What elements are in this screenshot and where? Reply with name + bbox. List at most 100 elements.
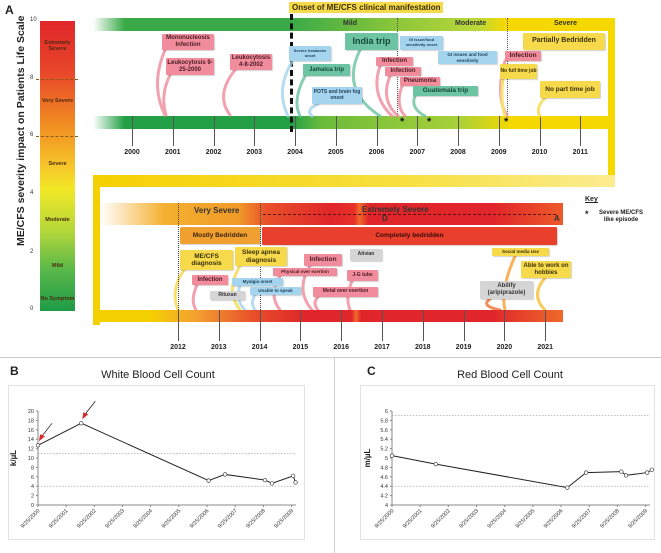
key-title: Key — [585, 196, 598, 203]
event-callout: Mononucleosis Infection — [162, 34, 214, 50]
scale-level: Extremely Severe — [44, 40, 71, 52]
event-callout: ME/CFS diagnosis — [180, 250, 233, 270]
wbc-chart-frame — [8, 385, 305, 540]
data-point — [583, 470, 589, 475]
year-tick — [254, 116, 256, 146]
y-tick-label: 4.8 — [380, 465, 388, 471]
y-tick-label: 5.2 — [380, 447, 388, 453]
data-point — [222, 472, 228, 477]
scale-level: Moderate — [45, 217, 70, 223]
scale-gridline — [36, 79, 78, 80]
x-tick-label: 9/25/2002 — [430, 508, 452, 530]
scale-tick: 4 — [30, 190, 34, 196]
y-tick-label: 12 — [28, 447, 34, 453]
onset-label: Onset of ME/CFS clinical manifestation — [289, 2, 444, 13]
event-callout: GI issue/food sensitivity onset — [400, 36, 443, 50]
data-point — [262, 477, 268, 483]
event-callout: No part time job — [540, 81, 600, 98]
year-label: 2021 — [537, 344, 553, 351]
phase-moderate: Moderate — [455, 20, 487, 27]
episode-marker: * — [504, 116, 509, 128]
event-callout: Infection — [505, 51, 541, 61]
event-callout: Guatemala trip — [413, 86, 478, 96]
year-tick — [463, 310, 465, 341]
year-tick — [580, 116, 582, 146]
annotation-arrow-line — [83, 400, 96, 416]
year-tick — [300, 310, 302, 341]
phase-mark-d: D — [382, 214, 388, 223]
year-tick — [132, 116, 133, 146]
event-callout: Partially Bedridden — [523, 33, 605, 50]
scale-tick: 10 — [30, 17, 37, 23]
x-tick-label: 9/25/2008 — [599, 508, 621, 530]
event-callout: Sleep apnea diagnosis — [235, 247, 287, 266]
event-callout: Infection — [192, 275, 228, 285]
year-label: 2011 — [572, 149, 588, 156]
data-point — [389, 453, 395, 458]
frame-left — [93, 175, 100, 325]
year-tick — [504, 310, 506, 341]
year-tick — [539, 116, 541, 146]
phase-very-severe: Very Severe — [194, 206, 240, 215]
scale-tick: 8 — [30, 75, 34, 81]
x-tick-label: 9/25/2009 — [627, 508, 649, 530]
year-label: 2008 — [450, 149, 466, 156]
year-label: 2006 — [368, 149, 385, 156]
year-label: 2013 — [211, 344, 227, 351]
wbc-chart-title: White Blood Cell Count — [101, 369, 215, 381]
data-point — [293, 480, 298, 485]
x-tick-label: 9/25/2006 — [543, 508, 565, 530]
event-callout: Infection — [385, 67, 421, 76]
y-axis-label: m/µL — [363, 448, 372, 467]
panel-a-label: A — [5, 3, 14, 17]
event-callout: Unable to speak — [250, 287, 301, 295]
y-axis-label: k/µL — [9, 450, 18, 466]
event-callout: Able to work on hobbies — [521, 261, 571, 278]
panel-b-label: B — [10, 364, 19, 378]
frame-connector — [93, 175, 615, 187]
event-callout: Leukocytosis 4-8-2002 — [230, 54, 272, 70]
scale-gridline — [36, 136, 78, 137]
data-point — [565, 485, 570, 490]
phase-divider — [178, 203, 179, 310]
phase-mark-a: A — [554, 214, 560, 223]
data-point — [619, 469, 624, 474]
y-tick-label: 4.2 — [380, 494, 388, 500]
annotation-arrow-head — [39, 434, 45, 442]
x-tick-label: 9/25/2007 — [571, 508, 593, 530]
phase-extremely-severe: Extremely Severe — [362, 205, 429, 214]
year-label: 2012 — [170, 344, 186, 351]
year-tick — [341, 310, 343, 341]
episode-marker: * — [400, 116, 405, 128]
event-callout: J-G tube — [347, 270, 378, 281]
event-callout: Myalgia onset — [232, 278, 283, 286]
divider-horizontal — [0, 357, 661, 358]
data-point — [291, 473, 296, 479]
x-tick-label: 9/25/2000 — [374, 508, 396, 530]
phase-severe: Severe — [554, 20, 577, 27]
phase-dashed-line — [263, 214, 556, 215]
scale-level: Very Severe — [41, 98, 74, 104]
data-point — [649, 467, 655, 472]
year-label: 2005 — [327, 149, 344, 156]
year-label: 2007 — [409, 149, 426, 156]
year-tick — [259, 310, 261, 341]
event-callout: Leukocytosis 9-25-2000 — [166, 58, 214, 75]
annotation-arrow-head — [82, 412, 89, 420]
data-point — [623, 473, 629, 478]
event-callout: Jamaica trip — [303, 64, 350, 76]
year-label: 2009 — [490, 149, 507, 156]
year-tick — [172, 116, 174, 146]
y-tick-label: 18 — [28, 418, 34, 424]
scale-tick: 2 — [30, 249, 34, 255]
year-tick — [335, 116, 337, 146]
y-tick-label: 4.6 — [380, 475, 388, 481]
y-tick-label: 16 — [28, 428, 34, 434]
event-callout: Metal over exertion — [313, 287, 378, 297]
data-line — [37, 422, 296, 484]
y-tick-label: 5 — [385, 456, 388, 462]
top-phase-band — [93, 18, 615, 31]
x-tick-label: 9/25/2001 — [402, 508, 424, 530]
